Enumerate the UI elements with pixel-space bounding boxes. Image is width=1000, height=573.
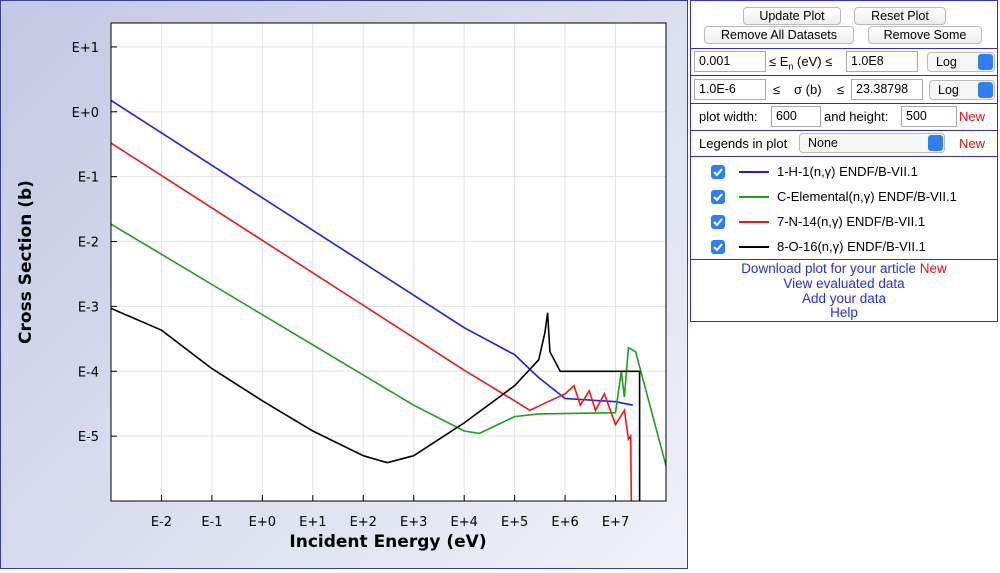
data-line [111,307,641,501]
select[interactable]: Log [927,52,995,72]
label: plot width: [699,109,758,124]
y-tick-label: E+0 [72,106,99,121]
y-tick-label: E-3 [78,300,99,315]
link[interactable]: Add your data [801,291,887,306]
data-line [111,142,633,501]
legend-label: 8-O-16(n,γ) ENDF/B-VII.1 [777,239,926,254]
legends-row: Legends in plot None New [691,130,997,156]
label: Legends in plot [699,136,788,151]
check-mark [713,168,723,177]
control-panel: Update Plot Reset Plot Remove All Datase… [690,0,998,322]
legend-item: 1-H-1(n,γ) ENDF/B-VII.1 [691,162,997,182]
y-tick-label: E+1 [72,41,99,56]
legend-item: 7-N-14(n,γ) ENDF/B-VII.1 [691,212,997,232]
label: σ (b) [794,82,822,97]
y-tick-label: E-4 [78,365,99,380]
select-value: Log [936,55,957,69]
legend-label: C-Elemental(n,γ) ENDF/B-VII.1 [777,189,957,204]
legend-swatch [739,196,769,198]
legend-swatch [739,171,769,173]
select-value: None [808,136,838,150]
input[interactable]: 500 [901,106,957,127]
checkbox[interactable] [711,215,725,229]
new-badge: New [959,109,986,124]
plot-frame [110,22,667,502]
x-tick-label: E+2 [350,515,377,530]
input[interactable]: 0.001 [694,51,766,72]
legend-label: 7-N-14(n,γ) ENDF/B-VII.1 [777,214,926,229]
link-text[interactable]: Download plot for your article [741,261,917,276]
checkbox[interactable] [711,190,725,204]
x-tick-label: E-1 [201,515,222,530]
label: and height: [824,109,889,124]
legend-item: 8-O-16(n,γ) ENDF/B-VII.1 [691,237,997,257]
input[interactable]: 23.38798 [851,79,923,100]
y-tick-label: E-5 [78,430,99,445]
x-tick-label: E+4 [450,515,477,530]
new-badge: New [959,136,986,151]
energy-row: 0.001 ≤ En (eV) ≤ 1.0E8 Log [691,48,997,75]
button[interactable]: Update Plot [743,7,841,25]
check-mark [713,193,723,202]
button[interactable]: Reset Plot [854,7,946,25]
select[interactable]: Log [929,80,995,100]
x-tick-label: E-2 [151,515,172,530]
legend-swatch [739,246,769,248]
checkbox[interactable] [711,165,725,179]
input[interactable]: 600 [771,106,821,127]
link[interactable]: View evaluated data [783,276,905,291]
sigma-row: 1.0E-6 ≤ σ (b) ≤ 23.38798 Log [691,75,997,103]
label: n [788,61,794,72]
select-arrow [978,82,993,98]
x-tick-label: E+7 [602,515,629,530]
legend-label: 1-H-1(n,γ) ENDF/B-VII.1 [777,164,918,179]
label: (eV) ≤ [793,54,833,69]
data-line [111,99,633,406]
select-value: Log [938,83,959,97]
checkbox[interactable] [711,240,725,254]
plot-area [111,23,666,501]
legend-swatch [739,221,769,223]
select-arrow [928,135,943,151]
new-badge: New [919,261,947,276]
x-tick-label: E+0 [249,515,276,530]
select[interactable]: None [799,133,945,153]
check-mark [713,218,723,227]
x-tick-label: E+6 [551,515,578,530]
legend: 1-H-1(n,γ) ENDF/B-VII.1 C-Elemental(n,γ) … [691,156,997,260]
label: ≤ [837,82,845,97]
input[interactable]: 1.0E-6 [694,79,766,100]
y-tick-label: E-2 [78,236,99,251]
legend-item: C-Elemental(n,γ) ENDF/B-VII.1 [691,187,997,207]
button[interactable]: Remove All Datasets [704,26,854,44]
chart: E-2 E-1 E+0 E+1 E+2 E+3 E+4 E+5 E+6 E+7 E-5 E-4 E-3 E… [16,22,667,552]
x-tick-label: E+1 [299,515,326,530]
x-axis-label: Incident Energy (eV) [289,532,486,552]
input[interactable]: 1.0E8 [846,51,918,72]
plot-panel: E-2 E-1 E+0 E+1 E+2 E+3 E+4 E+5 E+6 E+7 E-5 E-4 E-3 E… [0,0,688,569]
label: ≤ En (eV) ≤ [769,54,832,72]
button[interactable]: Remove Some [868,26,982,44]
links: Download plot for your article New View … [691,259,997,322]
y-axis-label: Cross Section (b) [16,180,36,344]
check-mark [713,243,723,252]
data-line [111,223,666,466]
x-tick-label: E+3 [400,515,427,530]
link[interactable]: Help [830,305,858,320]
label: ≤ E [769,54,789,69]
size-row: plot width: 600 and height: 500 New [691,103,997,130]
label: ≤ [773,82,781,97]
link[interactable]: Download plot for your article New [691,261,997,276]
x-tick-label: E+5 [501,515,528,530]
select-arrow [978,54,993,70]
y-tick-label: E-1 [78,171,99,186]
